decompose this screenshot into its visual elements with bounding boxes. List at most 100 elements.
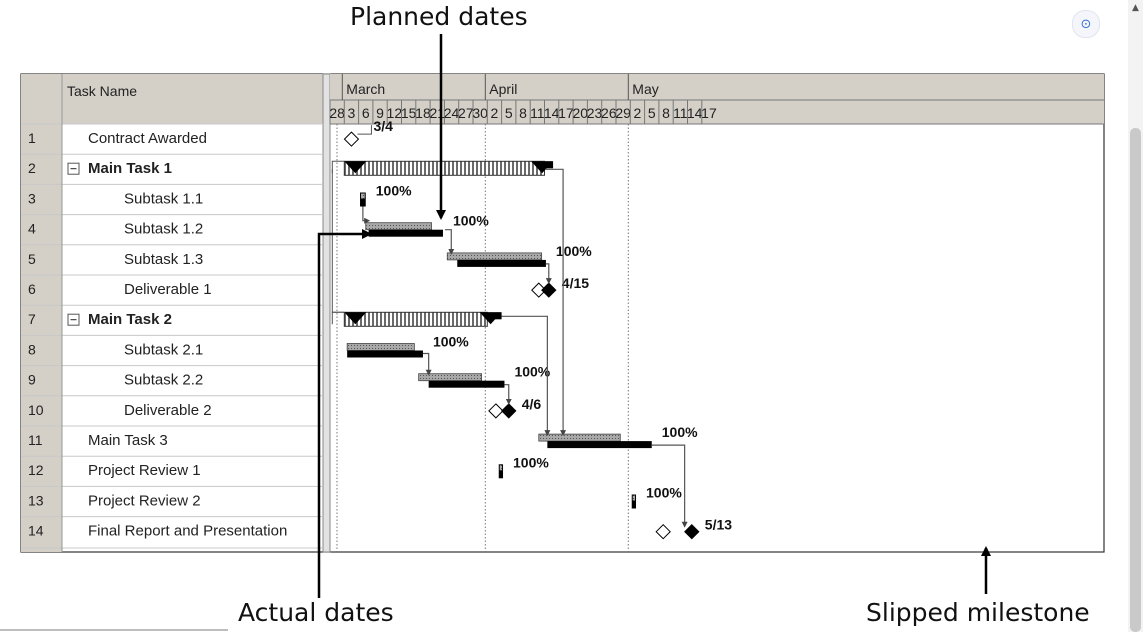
day-tick-label: 15 [401, 105, 417, 121]
actual-milestone [501, 403, 517, 419]
split-bar [322, 73, 331, 553]
task-name: Deliverable 2 [124, 402, 212, 419]
dependency-link [362, 206, 371, 224]
divider [0, 629, 228, 631]
day-tick-label: 11 [673, 105, 688, 121]
task-name: Subtask 2.2 [124, 372, 203, 389]
day-tick-label: 2 [491, 105, 499, 121]
actual-bar [428, 380, 505, 388]
day-tick-label: 17 [558, 105, 574, 121]
dependency-link [504, 384, 512, 405]
task-label: 100% [433, 334, 469, 350]
task-name: Main Task 1 [88, 160, 172, 177]
day-tick-label: 18 [415, 105, 431, 121]
day-tick-label: 14 [687, 105, 703, 121]
scroll-up-arrow-icon[interactable]: ▲ [1132, 3, 1139, 13]
planned-bar [538, 433, 621, 442]
actual-bar [457, 259, 546, 267]
day-tick-label: 14 [544, 105, 560, 121]
planned-bar [365, 222, 432, 231]
row-id: 12 [28, 462, 44, 478]
day-tick-label: 3 [348, 105, 356, 121]
slipped-milestone-callout: Slipped milestone [866, 598, 1090, 627]
summary-bar-planned [343, 160, 545, 176]
actual-bar [360, 192, 366, 207]
task-label: 100% [556, 243, 592, 259]
actual-bar-fill [361, 193, 365, 199]
task-name: Subtask 1.1 [124, 190, 203, 207]
dependency-link [501, 315, 551, 437]
task-name: Project Review 2 [88, 492, 201, 509]
task-name: Subtask 1.3 [124, 251, 203, 268]
milestone-link [357, 125, 372, 135]
task-label: 4/15 [562, 275, 589, 291]
task-label: 100% [514, 364, 550, 380]
day-tick-label: 12 [387, 105, 403, 121]
day-tick-label: 28 [329, 105, 345, 121]
summary-link [331, 169, 345, 313]
row-id: 5 [28, 251, 36, 267]
task-name: Final Report and Presentation [88, 523, 287, 540]
task-name: Project Review 1 [88, 462, 201, 479]
row-id: 2 [28, 160, 36, 176]
row-id: 1 [28, 130, 36, 146]
summary-start-cap [344, 312, 367, 325]
task-label: 100% [662, 424, 698, 440]
day-tick-label: 24 [444, 105, 460, 121]
actual-bar-fill [499, 465, 503, 471]
actual-bar [631, 494, 637, 509]
dependency-link [545, 263, 552, 285]
task-label: 100% [453, 213, 489, 229]
day-tick-label: 29 [615, 105, 631, 121]
day-tick-label: 2 [634, 105, 642, 121]
dependency-link [444, 229, 455, 255]
row-id: 11 [28, 432, 43, 448]
summary-start-cap [344, 161, 367, 174]
task-name: Subtask 1.2 [124, 221, 203, 238]
task-name: Contract Awarded [88, 130, 207, 147]
row-id: 9 [28, 372, 36, 388]
day-tick-label: 8 [662, 105, 670, 121]
summary-end-cap [531, 161, 554, 174]
summary-bar-planned [343, 311, 488, 327]
day-tick-label: 8 [519, 105, 527, 121]
screen-capture-icon[interactable]: ⊙ [1072, 10, 1100, 38]
month-label: April [489, 81, 517, 97]
month-label: May [632, 81, 658, 97]
actual-bar [547, 441, 652, 449]
task-name-header: Task Name [67, 83, 137, 99]
planned-bar [346, 343, 415, 351]
dependency-link [651, 444, 688, 528]
day-tick-label: 5 [505, 105, 513, 121]
row-id: 8 [28, 341, 36, 357]
day-tick-label: 5 [648, 105, 656, 121]
row-id: 14 [28, 523, 44, 539]
month-label: March [346, 81, 385, 97]
day-tick-label: 17 [701, 105, 717, 121]
actual-dates-callout: Actual dates [238, 598, 394, 627]
row-id: 10 [28, 402, 44, 418]
actual-milestone [684, 523, 700, 540]
task-name: Deliverable 1 [124, 281, 212, 298]
row-id: 7 [28, 311, 36, 327]
day-tick-label: 20 [572, 105, 588, 121]
planned-dates-callout: Planned dates [350, 2, 528, 31]
actual-milestone [541, 282, 557, 298]
day-tick-label: 9 [376, 105, 384, 121]
planned-milestone [488, 403, 504, 419]
day-tick-label: 27 [458, 105, 474, 121]
task-name-header-cell [62, 74, 327, 124]
task-name: Main Task 2 [88, 311, 172, 328]
day-tick-label: 11 [530, 105, 545, 121]
row-id: 13 [28, 492, 44, 508]
day-tick-label: 23 [587, 105, 603, 121]
scrollbar-thumb[interactable] [1130, 128, 1141, 632]
row-id-column [21, 74, 62, 552]
summary-end-cap [479, 312, 502, 325]
row-id: 4 [28, 221, 36, 237]
task-label: 100% [646, 485, 682, 501]
dependency-link [422, 352, 432, 376]
actual-bar-fill [632, 495, 636, 501]
task-label: 4/6 [522, 396, 542, 412]
